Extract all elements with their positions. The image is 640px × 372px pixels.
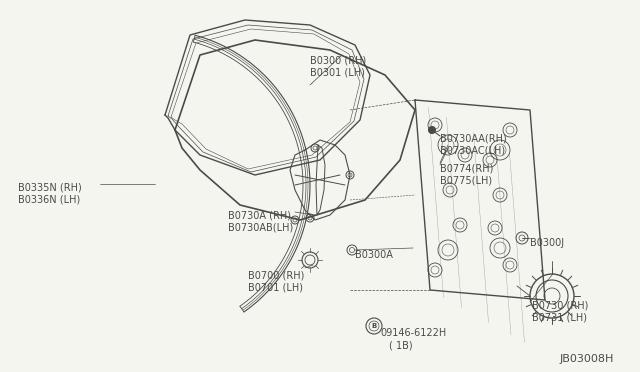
Text: B: B [371,323,376,329]
Text: JB03008H: JB03008H [560,354,614,364]
Text: B0730AB(LH): B0730AB(LH) [228,222,293,232]
Circle shape [429,126,435,134]
Text: 09146-6122H: 09146-6122H [380,328,446,338]
Text: ( 1B): ( 1B) [389,340,413,350]
Text: B0701 (LH): B0701 (LH) [248,282,303,292]
Text: B0730AC(LH): B0730AC(LH) [440,145,505,155]
Text: B0336N (LH): B0336N (LH) [18,194,80,204]
Text: B0700 (RH): B0700 (RH) [248,270,305,280]
Text: B0731 (LH): B0731 (LH) [532,312,587,322]
Text: B0300J: B0300J [530,238,564,248]
Text: B0300 (RH): B0300 (RH) [310,55,366,65]
Text: B0335N (RH): B0335N (RH) [18,182,82,192]
Text: B0301 (LH): B0301 (LH) [310,67,365,77]
Text: B0730 (RH): B0730 (RH) [532,300,588,310]
Text: B0300A: B0300A [355,250,393,260]
Text: B0730AA(RH): B0730AA(RH) [440,133,507,143]
Text: B0774(RH): B0774(RH) [440,163,493,173]
Text: B0775(LH): B0775(LH) [440,175,492,185]
Text: B0730A (RH): B0730A (RH) [228,210,291,220]
